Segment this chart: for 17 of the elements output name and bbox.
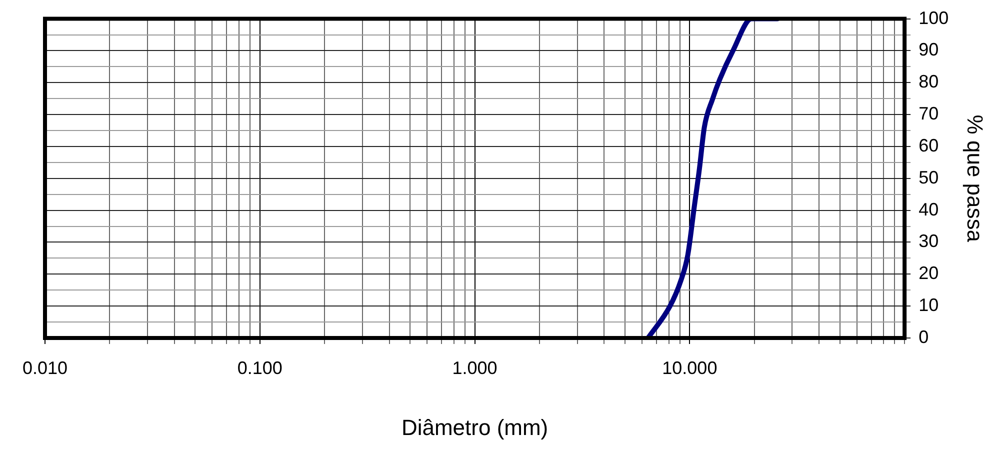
y-tick-label: 10 bbox=[918, 295, 939, 316]
x-axis-title: Diâmetro (mm) bbox=[401, 414, 548, 440]
y-tick-label: 80 bbox=[918, 72, 939, 92]
y-tick-label: 70 bbox=[918, 104, 939, 124]
y-tick-label: 50 bbox=[918, 167, 939, 188]
y-tick-label: 100 bbox=[918, 8, 949, 28]
x-tick-label: 10.000 bbox=[662, 358, 718, 378]
y-tick-label: 90 bbox=[918, 40, 939, 60]
y-tick-label: 30 bbox=[918, 231, 939, 252]
y-tick-label: 20 bbox=[918, 263, 939, 284]
y-axis-title: % que passa bbox=[962, 114, 988, 243]
y-tick-label: 60 bbox=[918, 135, 939, 156]
y-tick-label: 0 bbox=[918, 326, 929, 347]
x-tick-label: 0.010 bbox=[22, 358, 68, 378]
y-tick-label: 40 bbox=[918, 199, 939, 220]
x-tick-label: 0.100 bbox=[237, 358, 282, 378]
x-tick-label: 1.000 bbox=[452, 358, 498, 378]
